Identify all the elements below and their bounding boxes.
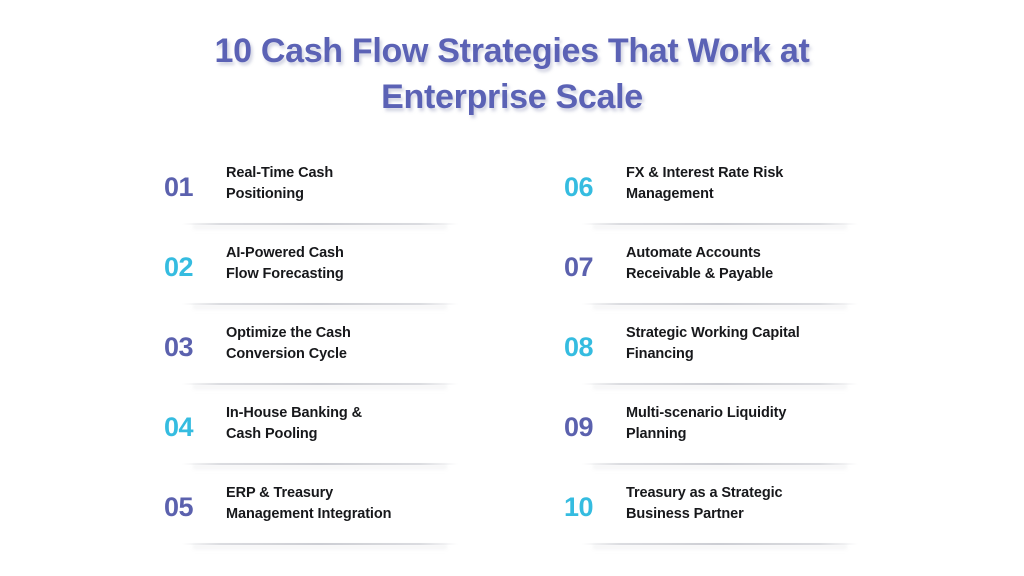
item-label: In-House Banking & Cash Pooling: [226, 401, 460, 444]
item-label: Treasury as a Strategic Business Partner: [626, 481, 860, 524]
list-item[interactable]: 05 ERP & Treasury Management Integration: [164, 472, 460, 536]
item-label-line-1: Real-Time Cash: [226, 165, 334, 181]
item-label-line-1: Treasury as a Strategic: [626, 485, 783, 501]
item-label-line-1: Optimize the Cash: [226, 325, 351, 341]
item-label-line-1: Multi-scenario Liquidity: [626, 405, 787, 421]
item-label-line-2: Positioning: [226, 185, 304, 202]
item-number: 07: [564, 252, 594, 282]
item-label-line-2: Conversion Cycle: [226, 345, 347, 362]
item-divider: [182, 216, 458, 232]
item-label-line-1: Automate Accounts: [626, 245, 761, 261]
list-item[interactable]: 07 Automate Accounts Receivable & Payabl…: [564, 232, 860, 296]
page-title: 10 Cash Flow Strategies That Work at Ent…: [0, 28, 1024, 120]
item-label-line-1: ERP & Treasury: [226, 485, 334, 501]
item-label: Multi-scenario Liquidity Planning: [626, 401, 860, 444]
item-label-line-2: Management Integration: [226, 505, 392, 522]
item-label-line-2: Flow Forecasting: [226, 265, 344, 282]
item-number: 08: [564, 332, 594, 362]
item-number: 05: [164, 492, 194, 522]
item-divider: [182, 536, 458, 552]
item-label: AI-Powered Cash Flow Forecasting: [226, 241, 460, 284]
list-item[interactable]: 08 Strategic Working Capital Financing: [564, 312, 860, 376]
list-item[interactable]: 09 Multi-scenario Liquidity Planning: [564, 392, 860, 456]
list-item[interactable]: 02 AI-Powered Cash Flow Forecasting: [164, 232, 460, 296]
item-divider: [182, 376, 458, 392]
item-label-line-1: AI-Powered Cash: [226, 245, 344, 261]
item-number: 10: [564, 492, 594, 522]
item-label-line-2: Management: [626, 185, 714, 202]
item-label-line-1: In-House Banking &: [226, 405, 362, 421]
item-divider: [182, 456, 458, 472]
item-number: 02: [164, 252, 194, 282]
right-column: 06 FX & Interest Rate Risk Management 07…: [564, 152, 860, 552]
item-number: 09: [564, 412, 594, 442]
item-label-line-2: Planning: [626, 425, 687, 442]
item-label: Automate Accounts Receivable & Payable: [626, 241, 860, 284]
item-label-line-2: Cash Pooling: [226, 425, 318, 442]
page-title-text: 10 Cash Flow Strategies That Work at Ent…: [162, 28, 862, 120]
item-divider: [582, 296, 858, 312]
left-column: 01 Real-Time Cash Positioning 02 AI-Powe…: [164, 152, 460, 552]
item-label-line-1: FX & Interest Rate Risk: [626, 165, 784, 181]
item-label: FX & Interest Rate Risk Management: [626, 161, 860, 204]
list-item[interactable]: 06 FX & Interest Rate Risk Management: [564, 152, 860, 216]
item-divider: [182, 296, 458, 312]
list-item[interactable]: 10 Treasury as a Strategic Business Part…: [564, 472, 860, 536]
item-label: Real-Time Cash Positioning: [226, 161, 460, 204]
list-item[interactable]: 03 Optimize the Cash Conversion Cycle: [164, 312, 460, 376]
item-label-line-2: Business Partner: [626, 505, 744, 522]
item-divider: [582, 536, 858, 552]
strategy-columns: 01 Real-Time Cash Positioning 02 AI-Powe…: [0, 152, 1024, 552]
list-item[interactable]: 01 Real-Time Cash Positioning: [164, 152, 460, 216]
item-divider: [582, 376, 858, 392]
item-label: ERP & Treasury Management Integration: [226, 481, 460, 524]
item-label-line-1: Strategic Working Capital: [626, 325, 800, 341]
item-number: 04: [164, 412, 194, 442]
page-title-line-1: 10 Cash Flow Strategies That Work at: [214, 32, 810, 70]
item-label-line-2: Financing: [626, 345, 694, 362]
item-label: Optimize the Cash Conversion Cycle: [226, 321, 460, 364]
item-divider: [582, 216, 858, 232]
item-number: 01: [164, 172, 194, 202]
item-label: Strategic Working Capital Financing: [626, 321, 860, 364]
item-divider: [582, 456, 858, 472]
page-title-line-2: Enterprise Scale: [381, 78, 643, 116]
item-number: 03: [164, 332, 194, 362]
item-label-line-2: Receivable & Payable: [626, 265, 774, 282]
item-number: 06: [564, 172, 594, 202]
list-item[interactable]: 04 In-House Banking & Cash Pooling: [164, 392, 460, 456]
